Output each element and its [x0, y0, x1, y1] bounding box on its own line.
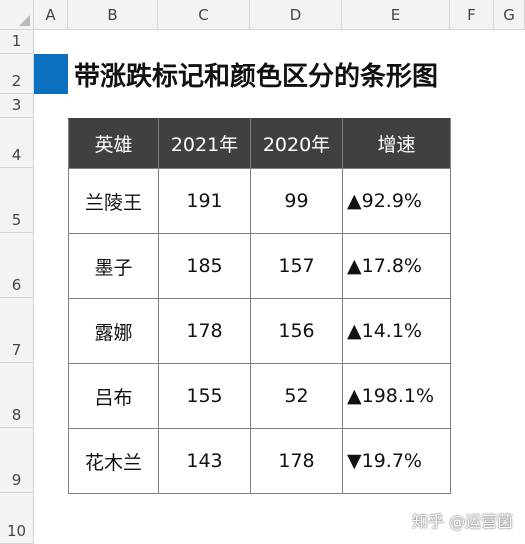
cell-growth[interactable]: ▲17.8% — [342, 233, 451, 299]
column-header-a[interactable]: A — [34, 0, 68, 30]
row-header-3[interactable]: 3 — [0, 94, 34, 118]
cell-hero[interactable]: 兰陵王 — [68, 168, 159, 234]
up-triangle-icon: ▲ — [347, 190, 362, 212]
cell-growth[interactable]: ▲14.1% — [342, 298, 451, 364]
down-triangle-icon: ▼ — [347, 450, 362, 472]
cell-2021[interactable]: 191 — [158, 168, 251, 234]
cell-hero[interactable]: 露娜 — [68, 298, 159, 364]
row-header-8[interactable]: 8 — [0, 363, 34, 428]
row-header-7[interactable]: 7 — [0, 298, 34, 363]
column-header-g[interactable]: G — [494, 0, 525, 30]
select-all-triangle-icon — [19, 15, 30, 26]
cell-2020[interactable]: 99 — [250, 168, 343, 234]
table-row: 花木兰 143 178 ▼19.7% — [68, 428, 451, 494]
row-header-6[interactable]: 6 — [0, 233, 34, 298]
cell-growth[interactable]: ▲92.9% — [342, 168, 451, 234]
column-header-d[interactable]: D — [250, 0, 342, 30]
row-header-10[interactable]: 10 — [0, 493, 34, 544]
cell-hero[interactable]: 墨子 — [68, 233, 159, 299]
column-header-f[interactable]: F — [450, 0, 494, 30]
up-triangle-icon: ▲ — [347, 320, 362, 342]
cell-2020[interactable]: 156 — [250, 298, 343, 364]
cell-hero[interactable]: 吕布 — [68, 363, 159, 429]
row-header-4[interactable]: 4 — [0, 118, 34, 168]
title-accent-block — [34, 54, 68, 94]
watermark-text: 知乎 @运营菌 — [412, 512, 514, 531]
row-header-2[interactable]: 2 — [0, 54, 34, 94]
growth-value: 198.1% — [361, 385, 435, 407]
header-hero[interactable]: 英雄 — [68, 118, 159, 169]
cell-growth[interactable]: ▲198.1% — [342, 363, 451, 429]
table-header-row: 英雄 2021年 2020年 增速 — [68, 118, 451, 169]
growth-value: 14.1% — [361, 320, 422, 342]
header-growth[interactable]: 增速 — [342, 118, 451, 169]
select-all-corner[interactable] — [0, 0, 34, 30]
growth-value: 92.9% — [361, 190, 422, 212]
column-header-b[interactable]: B — [68, 0, 158, 30]
growth-value: 19.7% — [361, 450, 422, 472]
cell-hero[interactable]: 花木兰 — [68, 428, 159, 494]
cell-2020[interactable]: 178 — [250, 428, 343, 494]
cell-2021[interactable]: 155 — [158, 363, 251, 429]
cell-2020[interactable]: 52 — [250, 363, 343, 429]
cell-2021[interactable]: 178 — [158, 298, 251, 364]
sheet-title[interactable]: 带涨跌标记和颜色区分的条形图 — [74, 61, 439, 92]
growth-value: 17.8% — [361, 255, 422, 277]
row-header-9[interactable]: 9 — [0, 428, 34, 493]
cell-2021[interactable]: 143 — [158, 428, 251, 494]
cell-growth[interactable]: ▼19.7% — [342, 428, 451, 494]
hero-growth-table: 英雄 2021年 2020年 增速 兰陵王 191 99 ▲92.9% 墨子 1… — [68, 118, 451, 494]
column-header-e[interactable]: E — [342, 0, 450, 30]
table-row: 兰陵王 191 99 ▲92.9% — [68, 168, 451, 234]
table-row: 墨子 185 157 ▲17.8% — [68, 233, 451, 299]
cell-2021[interactable]: 185 — [158, 233, 251, 299]
row-header-5[interactable]: 5 — [0, 168, 34, 233]
cell-2020[interactable]: 157 — [250, 233, 343, 299]
up-triangle-icon: ▲ — [347, 385, 362, 407]
up-triangle-icon: ▲ — [347, 255, 362, 277]
row-header-1[interactable]: 1 — [0, 30, 34, 54]
table-row: 吕布 155 52 ▲198.1% — [68, 363, 451, 429]
table-row: 露娜 178 156 ▲14.1% — [68, 298, 451, 364]
column-header-c[interactable]: C — [158, 0, 250, 30]
header-2021[interactable]: 2021年 — [158, 118, 251, 169]
header-2020[interactable]: 2020年 — [250, 118, 343, 169]
